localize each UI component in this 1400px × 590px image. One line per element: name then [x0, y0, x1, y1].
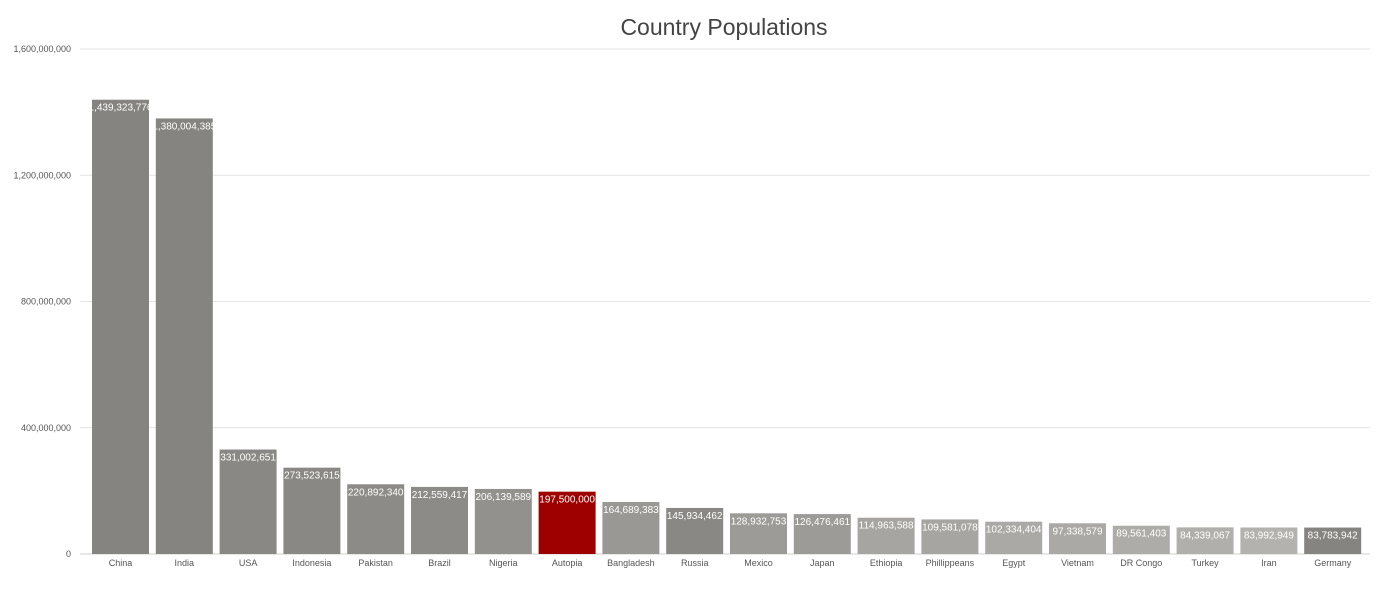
bar-dr-congo — [1112, 525, 1170, 554]
data-labels: 1,439,323,776 1,380,004,385 331,002,651 273… — [89, 103, 1358, 542]
x-tick-label: Phillippeans — [926, 558, 975, 568]
bar-russia — [666, 507, 724, 554]
x-tick-label: Turkey — [1192, 558, 1220, 568]
data-label: 97,338,579 — [1052, 526, 1102, 537]
x-tick-label: USA — [239, 558, 258, 568]
data-label: 102,334,404 — [986, 525, 1042, 536]
x-tick-label: Germany — [1314, 558, 1352, 568]
bar-phillippeans — [921, 519, 979, 554]
bar-iran — [1240, 527, 1298, 554]
y-tick-label: 0 — [66, 549, 71, 559]
x-tick-label: Ethiopia — [870, 558, 903, 568]
data-label: 164,689,383 — [603, 505, 659, 516]
data-label: 83,783,942 — [1308, 531, 1358, 542]
data-label: 197,500,000 — [539, 495, 595, 506]
bar-mexico — [730, 513, 787, 554]
data-label: 83,992,949 — [1244, 530, 1294, 541]
bar-egypt — [985, 521, 1043, 554]
bar-autopia — [538, 491, 596, 554]
x-tick-label: India — [175, 558, 195, 568]
x-tick-label: China — [109, 558, 133, 568]
data-label: 145,934,462 — [667, 511, 723, 522]
data-label: 212,559,417 — [412, 490, 468, 501]
data-label: 114,963,588 — [859, 521, 914, 532]
data-label: 220,892,340 — [348, 487, 404, 498]
bars — [92, 99, 1362, 554]
bar-japan — [793, 514, 851, 554]
bar-usa — [219, 449, 277, 554]
bar-ethiopia — [857, 517, 915, 554]
bar-nigeria — [474, 488, 532, 554]
bar-vietnam — [1049, 523, 1106, 554]
x-tick-label: Nigeria — [489, 558, 518, 568]
x-tick-label: Russia — [681, 558, 709, 568]
x-tick-label: Japan — [810, 558, 835, 568]
x-tick-label: Indonesia — [292, 558, 331, 568]
bar-bangladesh — [602, 502, 660, 554]
x-tick-label: Egypt — [1002, 558, 1026, 568]
x-tick-label: Mexico — [744, 558, 773, 568]
data-label: 206,139,589 — [475, 492, 531, 503]
x-tick-label: Pakistan — [358, 558, 393, 568]
data-label: 273,523,615 — [284, 471, 340, 482]
x-tick-label: Brazil — [428, 558, 451, 568]
y-tick-label: 800,000,000 — [21, 297, 71, 307]
y-tick-label: 400,000,000 — [21, 423, 71, 433]
data-label: 126,476,461 — [794, 517, 850, 528]
x-tick-label: DR Congo — [1120, 558, 1162, 568]
x-tick-label: Iran — [1261, 558, 1277, 568]
data-label: 89,561,403 — [1116, 529, 1166, 540]
y-tick-label: 1,200,000,000 — [13, 170, 71, 180]
bar-india — [155, 118, 213, 554]
chart-title: Country Populations — [620, 14, 827, 40]
bar-germany — [1304, 527, 1362, 554]
data-label: 331,002,651 — [220, 453, 276, 464]
data-label: 1,439,323,776 — [89, 103, 153, 114]
bar-brazil — [411, 486, 468, 554]
data-label: 109,581,078 — [922, 522, 978, 533]
y-tick-label: 1,600,000,000 — [13, 44, 71, 54]
x-tick-label: Bangladesh — [607, 558, 655, 568]
x-tick-label: Vietnam — [1061, 558, 1094, 568]
data-label: 1,380,004,385 — [152, 121, 216, 132]
bar-indonesia — [283, 467, 341, 554]
bar-china — [92, 99, 149, 554]
y-axis-ticks: 0 400,000,000 800,000,000 1,200,000,000 1,60… — [13, 44, 71, 559]
data-label: 128,932,753 — [731, 516, 787, 527]
bar-pakistan — [347, 484, 405, 554]
x-axis-ticks: China India USA Indonesia Pakistan Brazil Nige… — [109, 558, 1352, 568]
bar-turkey — [1176, 527, 1234, 554]
x-tick-label: Autopia — [552, 558, 583, 568]
data-label: 84,339,067 — [1180, 530, 1230, 541]
